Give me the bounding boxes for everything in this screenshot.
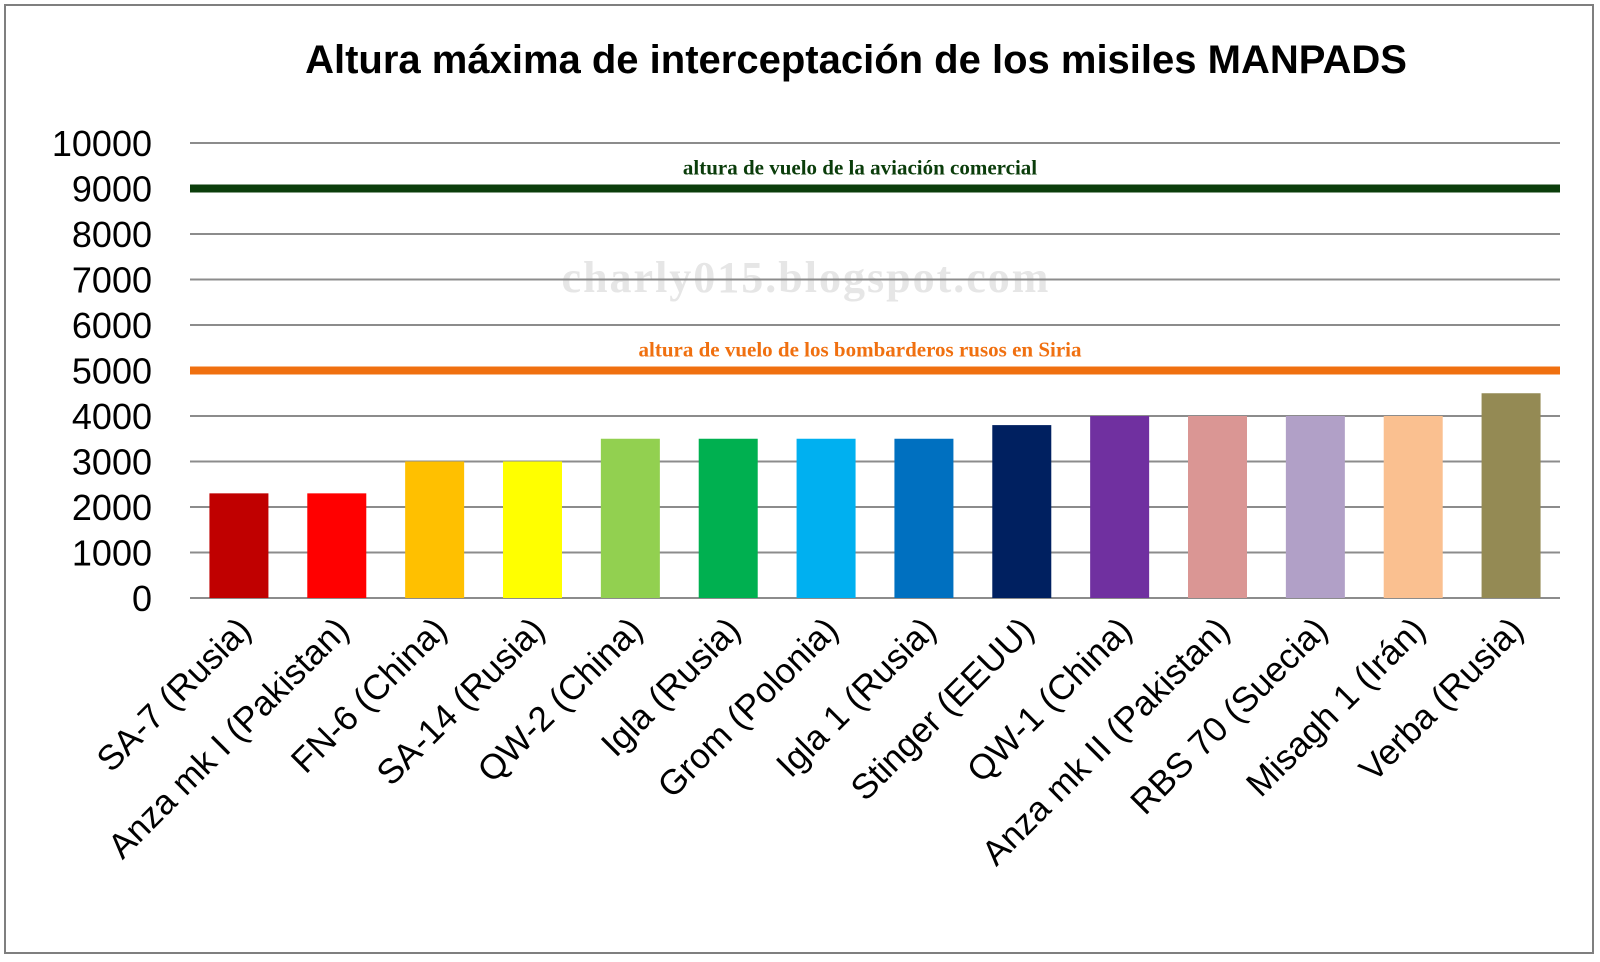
- reference-line-label: altura de vuelo de los bombarderos rusos…: [639, 338, 1082, 362]
- bars: [209, 393, 1541, 598]
- bar: [307, 493, 367, 598]
- bar: [1090, 416, 1150, 598]
- chart-title: Altura máxima de interceptación de los m…: [305, 38, 1407, 82]
- reference-lines: altura de vuelo de la aviación comercial…: [190, 156, 1560, 375]
- y-tick-label: 10000: [52, 123, 152, 164]
- x-axis-ticks: SA-7 (Rusia)Anza mk I (Pakistan)FN-6 (Ch…: [89, 610, 1530, 873]
- bar: [503, 461, 562, 598]
- bar: [1383, 416, 1443, 598]
- bar: [405, 461, 465, 598]
- y-tick-label: 5000: [72, 351, 152, 392]
- bar: [1285, 416, 1345, 598]
- y-tick-label: 2000: [72, 487, 152, 528]
- y-tick-label: 4000: [72, 396, 152, 437]
- bar: [894, 438, 954, 598]
- bar: [1481, 393, 1541, 598]
- y-tick-label: 0: [132, 578, 152, 619]
- reference-line-label: altura de vuelo de la aviación comercial: [683, 156, 1037, 180]
- bar: [796, 438, 856, 598]
- bar: [600, 438, 660, 598]
- y-tick-label: 1000: [72, 533, 152, 574]
- x-tick-label: SA-14 (Rusia): [369, 610, 552, 793]
- bar: [209, 493, 269, 598]
- y-tick-label: 9000: [72, 169, 152, 210]
- y-tick-label: 8000: [72, 214, 152, 255]
- y-tick-label: 7000: [72, 260, 152, 301]
- y-tick-label: 6000: [72, 305, 152, 346]
- watermark-text: charly015.blogspot.com: [562, 253, 1051, 302]
- y-tick-label: 3000: [72, 442, 152, 483]
- bar: [1188, 416, 1247, 598]
- x-tick-label: Grom (Polonia): [650, 610, 845, 805]
- x-tick-label: Misagh 1 (Irán): [1239, 610, 1433, 804]
- bar: [992, 425, 1052, 598]
- bar: [698, 438, 758, 598]
